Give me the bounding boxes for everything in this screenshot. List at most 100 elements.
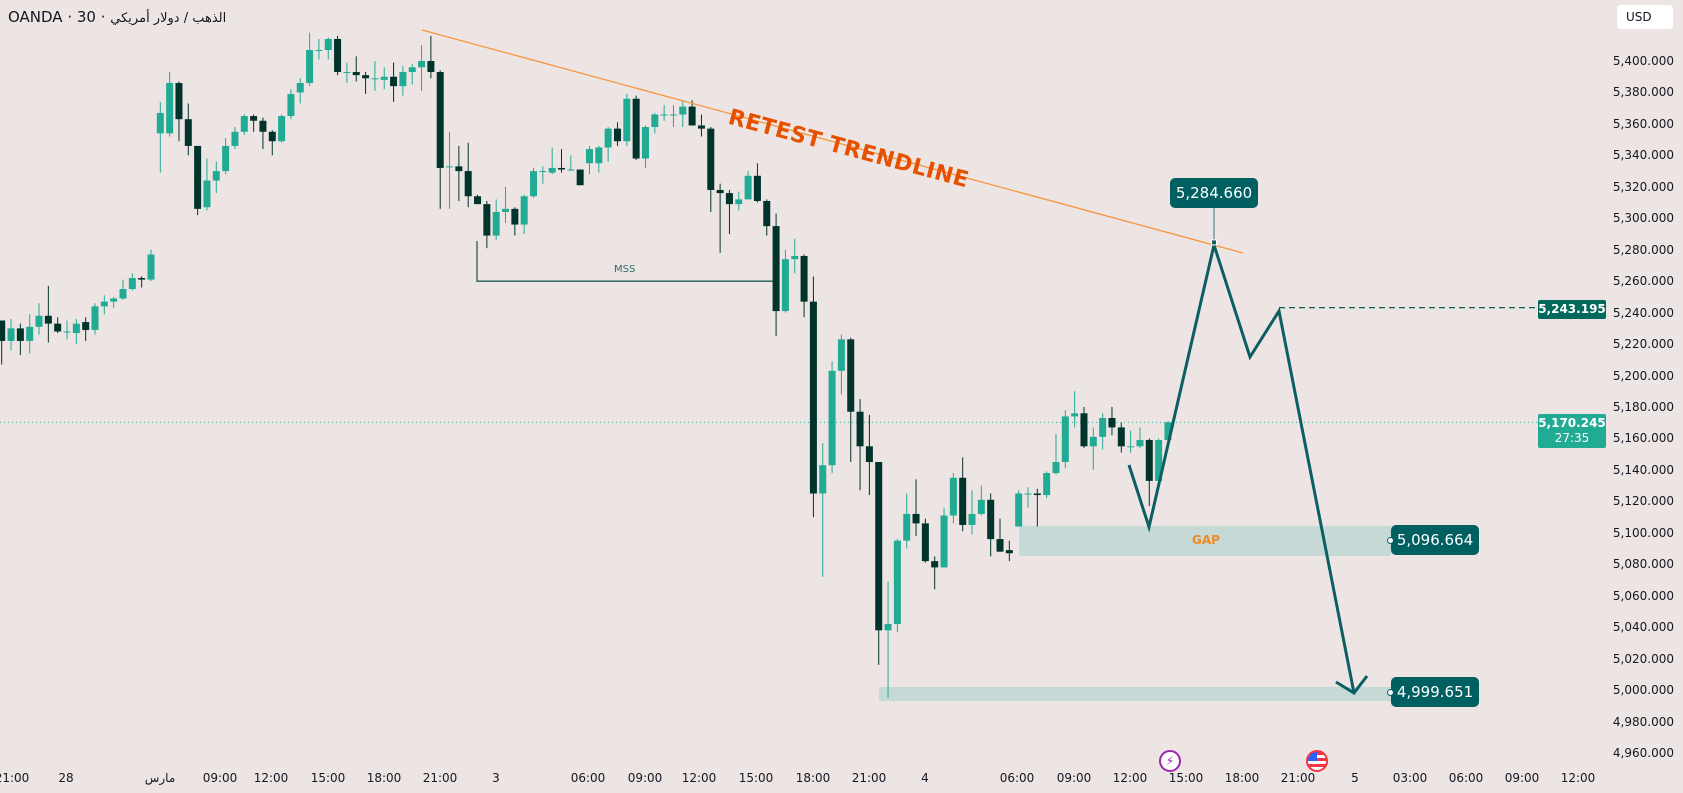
candle-body: [623, 98, 631, 142]
interval: 30: [76, 8, 96, 26]
candle-body: [334, 38, 342, 73]
time-tick-label: 15:00: [738, 771, 774, 785]
candle: [231, 127, 239, 150]
low-anchor-handle[interactable]: [1387, 689, 1394, 696]
time-tick-label: 09:00: [1504, 771, 1540, 785]
arrowhead-icon: [1335, 675, 1369, 695]
candle: [800, 254, 808, 318]
candle: [54, 317, 62, 334]
candle-body: [231, 131, 239, 146]
candle: [1155, 438, 1163, 481]
time-tick-label: 15:00: [1168, 771, 1204, 785]
candle-body: [1015, 493, 1023, 527]
candle-body: [194, 145, 202, 209]
mss-label[interactable]: MSS: [614, 264, 636, 275]
candle: [511, 207, 519, 236]
price-tick-label: 5,320.000: [1612, 179, 1674, 194]
candle-body: [119, 289, 127, 299]
candle-body: [1071, 413, 1079, 417]
currency-button[interactable]: USD: [1617, 5, 1673, 29]
candle: [651, 112, 659, 134]
candle-body: [380, 76, 388, 80]
candle-body: [613, 128, 621, 142]
candle: [1108, 406, 1116, 436]
us-flag-icon[interactable]: [1306, 750, 1328, 772]
price-tick-label: 5,080.000: [1612, 557, 1674, 572]
candle-body: [315, 49, 323, 51]
candle-body: [212, 171, 220, 181]
candle-body: [1155, 440, 1163, 481]
candle: [688, 100, 696, 126]
price-tick-label: 5,020.000: [1612, 651, 1674, 666]
candle: [567, 155, 575, 172]
time-tick-label: مارس: [144, 771, 176, 785]
candle: [781, 249, 789, 313]
candle-body: [1033, 493, 1041, 496]
candle-body: [474, 196, 482, 205]
candle: [119, 279, 127, 301]
candle-body: [585, 149, 593, 164]
candle: [390, 62, 398, 102]
candle-body: [343, 72, 351, 74]
candle: [212, 161, 220, 194]
candle-body: [175, 83, 183, 120]
candle: [884, 581, 892, 698]
last-price-value: 5,170.245: [1538, 416, 1606, 430]
candle: [585, 145, 593, 175]
candle: [875, 462, 883, 665]
candle-body: [800, 256, 808, 302]
price-tick-label: 5,040.000: [1612, 620, 1674, 635]
candle: [996, 518, 1004, 552]
candle: [362, 72, 370, 95]
candle: [1005, 540, 1013, 562]
candle: [865, 414, 873, 496]
price-tick-label: 5,200.000: [1612, 368, 1674, 383]
candle: [315, 38, 323, 60]
candle: [912, 479, 920, 536]
candle-body: [352, 72, 360, 76]
candle: [716, 183, 724, 253]
candle: [26, 314, 34, 354]
candle-body: [837, 339, 845, 371]
candle: [828, 361, 836, 474]
candle: [847, 337, 855, 463]
candle-body: [707, 128, 715, 190]
candle-body: [72, 323, 80, 334]
gap-label[interactable]: GAP: [1192, 533, 1220, 547]
time-tick-label: 03:00: [1392, 771, 1428, 785]
candle: [809, 276, 817, 518]
candle-body: [753, 175, 761, 201]
candle: [352, 56, 360, 82]
candle-body: [436, 72, 444, 168]
time-tick-label: 18:00: [366, 771, 402, 785]
price-tick-label: 5,000.000: [1612, 683, 1674, 698]
candle: [558, 149, 565, 173]
candle-body: [949, 477, 957, 516]
candle: [166, 72, 174, 137]
candle-body: [100, 301, 108, 307]
candle: [35, 303, 43, 335]
horizontal-line-price-label[interactable]: 5,243.195: [1538, 300, 1606, 319]
candle-body: [82, 322, 90, 330]
candle-body: [250, 116, 258, 121]
lightning-icon[interactable]: ⚡: [1159, 750, 1181, 772]
target-high-label[interactable]: 5,284.660: [1170, 178, 1258, 208]
candle: [959, 457, 967, 532]
candle: [436, 70, 444, 209]
candle-body: [1145, 440, 1153, 481]
candle-body: [893, 540, 901, 625]
candle-body: [156, 112, 164, 134]
candle-body: [1080, 413, 1088, 447]
candle: [492, 199, 500, 241]
target-low-label[interactable]: 4,999.651: [1391, 677, 1479, 707]
candle: [175, 81, 183, 142]
candle-body: [641, 127, 649, 159]
time-tick-label: 21:00: [851, 771, 887, 785]
candle: [1080, 406, 1088, 448]
gap-anchor-handle[interactable]: [1387, 537, 1394, 544]
bar-countdown: 27:35: [1554, 431, 1590, 445]
gap-price-label[interactable]: 5,096.664: [1391, 525, 1479, 555]
candle-body: [278, 116, 286, 142]
candle: [987, 493, 995, 557]
